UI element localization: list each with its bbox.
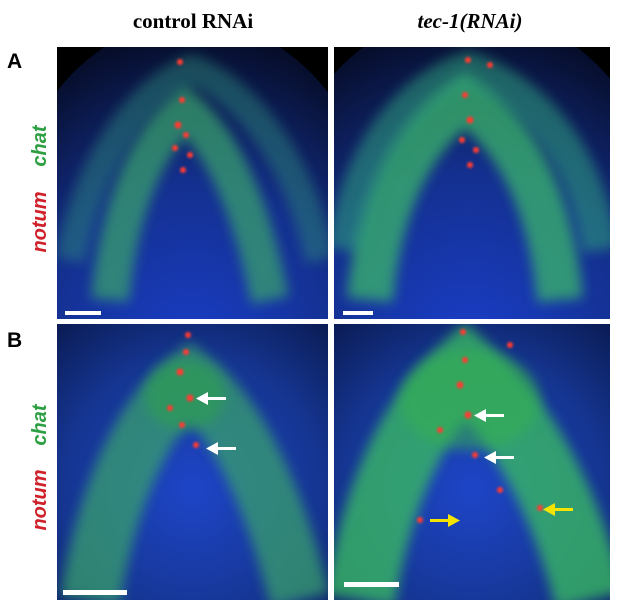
micrograph [334,47,610,319]
arrow [474,409,514,464]
column-header: control RNAi [133,9,254,33]
probe-label: chat [29,124,51,166]
micrograph [57,47,328,319]
column-header: tec-1(RNAi) [418,9,523,33]
probe-label: notum [29,191,51,252]
row-label: A [7,50,22,73]
micrograph [334,324,610,600]
row-label: B [7,329,22,352]
arrow [430,503,573,527]
probe-label: notum [29,469,51,530]
arrow [196,392,236,455]
probe-label: chat [29,403,51,445]
micrograph [57,324,328,600]
